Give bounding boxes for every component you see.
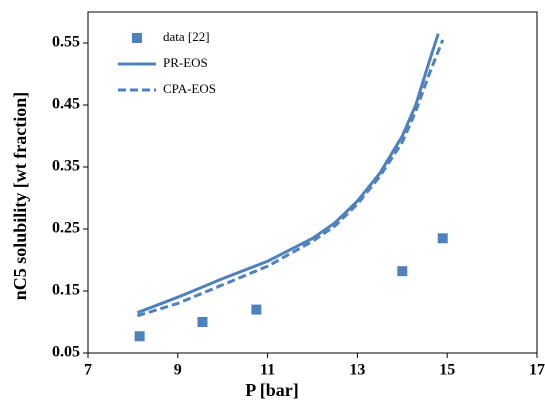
y-tick-label: 0.55	[52, 34, 80, 51]
data-point	[134, 331, 145, 342]
x-tick-label: 7	[84, 362, 92, 379]
x-tick-label: 9	[174, 362, 182, 379]
y-tick-label: 0.45	[52, 96, 80, 113]
legend-label: CPA-EOS	[163, 81, 216, 96]
data-point	[251, 304, 262, 315]
data-point	[397, 266, 408, 277]
legend-marker	[132, 33, 142, 43]
y-tick-label: 0.25	[52, 220, 80, 237]
legend-label: data [22]	[163, 29, 210, 44]
data-point	[437, 233, 448, 244]
x-tick-label: 11	[260, 362, 275, 379]
y-axis-label: nC5 solubility [wt fraction]	[10, 92, 30, 301]
x-tick-label: 13	[349, 362, 365, 379]
y-tick-label: 0.15	[52, 282, 80, 299]
y-tick-label: 0.05	[52, 344, 80, 361]
legend-label: PR-EOS	[163, 55, 208, 70]
x-tick-label: 15	[439, 362, 455, 379]
x-axis-label: P [bar]	[245, 380, 299, 400]
line	[136, 39, 445, 318]
data-point	[197, 317, 208, 327]
y-tick-label: 0.35	[52, 158, 80, 175]
line	[136, 33, 440, 315]
x-tick-label: 17	[529, 362, 545, 379]
plot-frame	[87, 11, 538, 354]
